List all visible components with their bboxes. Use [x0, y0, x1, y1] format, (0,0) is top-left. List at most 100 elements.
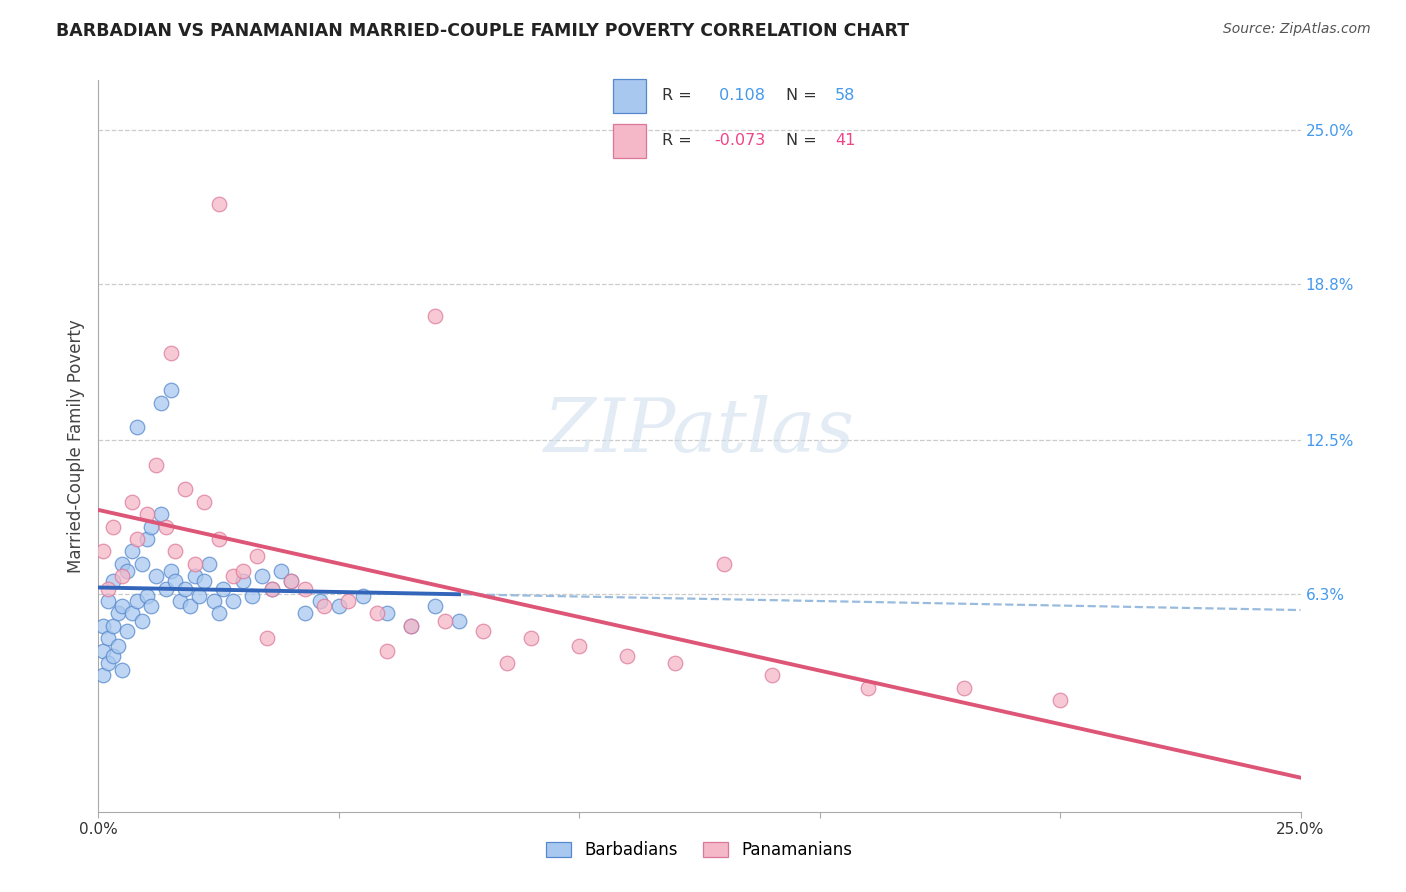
Point: [260, 582, 283, 596]
Point: [366, 607, 388, 621]
Point: [125, 532, 148, 546]
Point: [472, 624, 495, 638]
Point: [97, 594, 120, 608]
Text: BARBADIAN VS PANAMANIAN MARRIED-COUPLE FAMILY POVERTY CORRELATION CHART: BARBADIAN VS PANAMANIAN MARRIED-COUPLE F…: [56, 22, 910, 40]
Legend: Barbadians, Panamanians: Barbadians, Panamanians: [540, 834, 859, 865]
Point: [352, 589, 374, 603]
Point: [280, 574, 302, 588]
Point: [193, 574, 215, 588]
Point: [188, 589, 211, 603]
Point: [91, 619, 114, 633]
Point: [131, 614, 153, 628]
Point: [107, 639, 129, 653]
Point: [399, 619, 422, 633]
Point: [183, 569, 205, 583]
Point: [141, 519, 163, 533]
Point: [155, 519, 177, 533]
Point: [91, 668, 114, 682]
Point: [423, 309, 446, 323]
Point: [447, 614, 470, 628]
Text: 58: 58: [835, 87, 855, 103]
Point: [159, 346, 181, 360]
Point: [97, 656, 120, 670]
Point: [107, 607, 129, 621]
Point: [101, 648, 124, 663]
Point: [761, 668, 783, 682]
Point: [232, 564, 254, 578]
Point: [270, 564, 292, 578]
Point: [433, 614, 456, 628]
Point: [520, 631, 543, 645]
Point: [337, 594, 360, 608]
Point: [121, 544, 143, 558]
Point: [314, 599, 336, 613]
Point: [294, 607, 316, 621]
Point: [155, 582, 177, 596]
Text: Source: ZipAtlas.com: Source: ZipAtlas.com: [1223, 22, 1371, 37]
Point: [496, 656, 519, 670]
Point: [202, 594, 225, 608]
Point: [101, 574, 124, 588]
Y-axis label: Married-Couple Family Poverty: Married-Couple Family Poverty: [66, 319, 84, 573]
Point: [174, 582, 197, 596]
Point: [141, 599, 163, 613]
Point: [121, 495, 143, 509]
Point: [232, 574, 254, 588]
Text: N =: N =: [786, 133, 817, 148]
Point: [91, 544, 114, 558]
Point: [159, 383, 181, 397]
Point: [91, 643, 114, 657]
Point: [222, 569, 245, 583]
Point: [616, 648, 638, 663]
Point: [375, 607, 398, 621]
Point: [294, 582, 316, 596]
Point: [135, 532, 157, 546]
Point: [222, 594, 245, 608]
Point: [165, 574, 187, 588]
Point: [423, 599, 446, 613]
Point: [212, 582, 235, 596]
Point: [145, 458, 167, 472]
Point: [256, 631, 278, 645]
Point: [165, 544, 187, 558]
Point: [280, 574, 302, 588]
Point: [97, 582, 120, 596]
Point: [208, 532, 231, 546]
Text: ZIPatlas: ZIPatlas: [544, 395, 855, 467]
Point: [97, 631, 120, 645]
Point: [111, 664, 134, 678]
Point: [135, 589, 157, 603]
Point: [193, 495, 215, 509]
Point: [135, 507, 157, 521]
Text: R =: R =: [662, 87, 692, 103]
Point: [149, 395, 172, 409]
Point: [101, 519, 124, 533]
Point: [125, 420, 148, 434]
Point: [131, 557, 153, 571]
Text: R =: R =: [662, 133, 692, 148]
Point: [125, 594, 148, 608]
Point: [101, 619, 124, 633]
Point: [240, 589, 263, 603]
Point: [179, 599, 201, 613]
Point: [169, 594, 191, 608]
Point: [111, 557, 134, 571]
Point: [117, 564, 139, 578]
Point: [328, 599, 350, 613]
FancyBboxPatch shape: [613, 78, 647, 112]
Point: [1049, 693, 1071, 707]
Point: [375, 643, 398, 657]
Point: [111, 569, 134, 583]
FancyBboxPatch shape: [613, 124, 647, 158]
Point: [174, 483, 197, 497]
Point: [250, 569, 273, 583]
Point: [246, 549, 269, 564]
Point: [399, 619, 422, 633]
Point: [713, 557, 735, 571]
Text: 41: 41: [835, 133, 855, 148]
Point: [117, 624, 139, 638]
Point: [568, 639, 591, 653]
Text: -0.073: -0.073: [714, 133, 765, 148]
Point: [208, 607, 231, 621]
Text: N =: N =: [786, 87, 817, 103]
